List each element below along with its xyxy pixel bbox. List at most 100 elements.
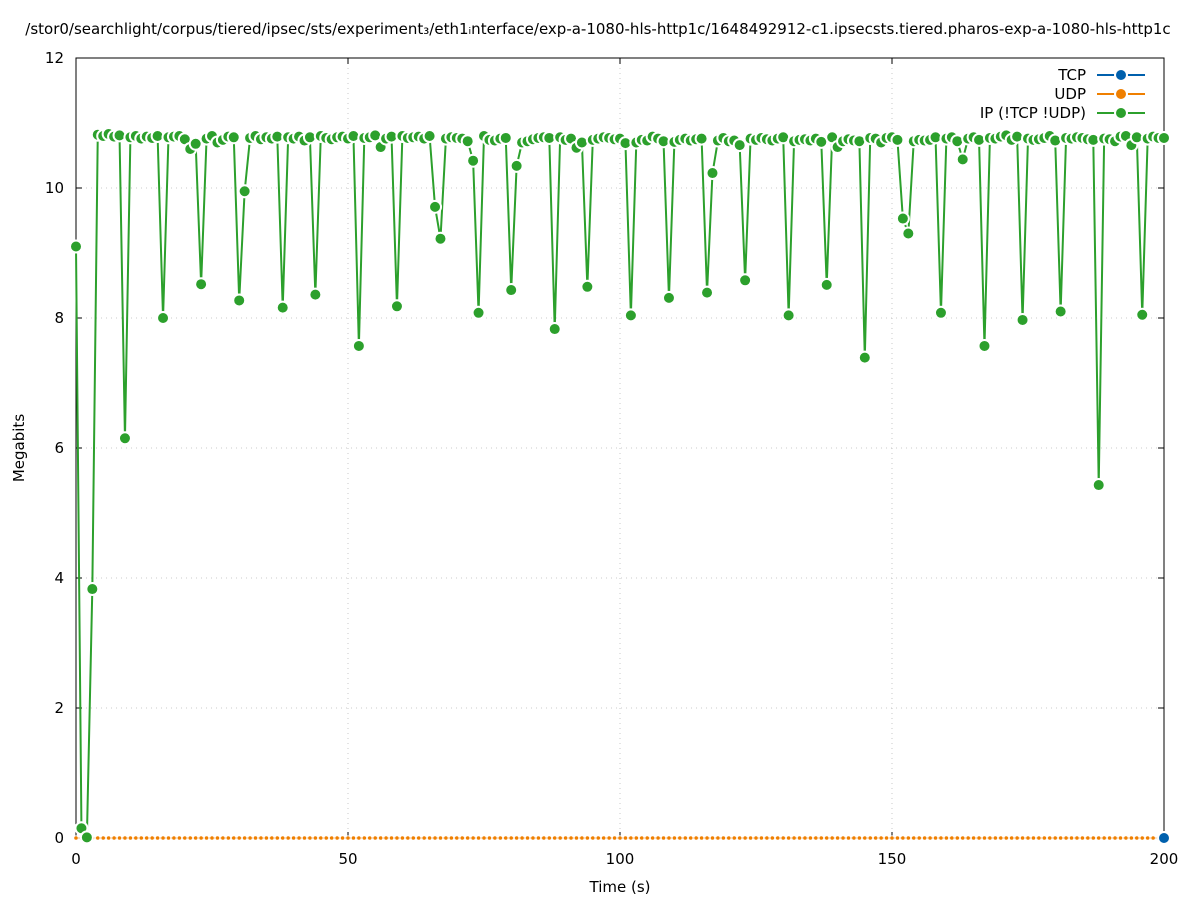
- chart-title: /stor0/searchlight/corpus/tiered/ipsec/s…: [25, 20, 1170, 38]
- data-point: [503, 835, 509, 841]
- y-tick-label: 6: [54, 439, 64, 457]
- data-point: [742, 835, 748, 841]
- data-point: [709, 835, 716, 841]
- legend-item: TCP: [1057, 66, 1145, 84]
- data-point: [111, 835, 117, 841]
- data-point: [943, 835, 950, 841]
- data-point: [247, 835, 253, 841]
- data-point: [731, 835, 737, 841]
- data-point: [704, 835, 710, 841]
- data-point: [900, 835, 906, 841]
- data-point: [475, 835, 482, 841]
- data-point: [671, 835, 678, 841]
- data-point: [818, 835, 824, 841]
- data-point: [965, 835, 971, 841]
- data-point: [345, 835, 351, 841]
- data-point: [100, 835, 106, 841]
- data-point: [894, 835, 901, 841]
- data-point: [263, 835, 269, 841]
- data-point: [1025, 835, 1031, 841]
- data-point: [1135, 307, 1150, 322]
- data-point: [1047, 835, 1053, 841]
- data-point: [79, 830, 94, 845]
- data-point: [1074, 835, 1080, 841]
- data-point: [226, 130, 241, 145]
- data-point: [471, 305, 486, 320]
- data-point: [601, 835, 607, 841]
- data-point: [448, 835, 454, 841]
- data-point: [694, 131, 709, 146]
- data-point: [1009, 835, 1015, 841]
- data-point: [780, 835, 786, 841]
- data-point: [116, 835, 123, 841]
- data-point: [232, 293, 247, 308]
- data-point: [579, 835, 585, 841]
- data-point: [856, 835, 862, 841]
- data-point: [470, 835, 476, 841]
- data-point: [351, 338, 366, 353]
- data-point: [541, 835, 547, 841]
- data-point: [361, 835, 367, 841]
- legend-marker: [1114, 68, 1128, 82]
- data-point: [323, 835, 329, 841]
- data-point: [970, 835, 977, 841]
- data-point: [388, 835, 395, 841]
- data-point: [895, 211, 910, 226]
- data-point: [580, 279, 595, 294]
- data-point: [399, 835, 405, 841]
- data-point: [198, 835, 204, 841]
- data-point: [144, 835, 150, 841]
- data-point: [1036, 835, 1042, 841]
- grid-lines: [75, 57, 1165, 839]
- data-point: [960, 835, 966, 841]
- series-layer: [69, 127, 1171, 845]
- legend-item: UDP: [1054, 85, 1145, 103]
- legend-label: UDP: [1054, 85, 1086, 103]
- x-tick-label: 50: [338, 850, 357, 868]
- data-point: [628, 835, 634, 841]
- x-tick-label: 100: [606, 850, 635, 868]
- data-point: [329, 835, 335, 841]
- data-point: [176, 835, 182, 841]
- x-axis-label: Time (s): [589, 878, 651, 896]
- data-point: [677, 835, 683, 841]
- data-point: [1134, 835, 1140, 841]
- data-point: [165, 835, 172, 841]
- data-point: [160, 835, 166, 841]
- data-point: [149, 835, 155, 841]
- data-point: [433, 231, 448, 246]
- data-point: [949, 835, 955, 841]
- data-point: [682, 835, 688, 841]
- data-point: [650, 835, 656, 841]
- data-point: [486, 835, 493, 841]
- series-tcp: [1157, 831, 1171, 845]
- data-point: [252, 835, 259, 841]
- data-point: [426, 835, 433, 841]
- data-point: [133, 835, 139, 841]
- data-point: [786, 835, 792, 841]
- data-point: [443, 835, 449, 841]
- data-point: [726, 835, 732, 841]
- data-point: [954, 835, 960, 841]
- data-point: [562, 835, 569, 841]
- data-point: [845, 835, 852, 841]
- data-point: [410, 835, 416, 841]
- data-point: [1101, 835, 1107, 841]
- data-point: [557, 835, 563, 841]
- data-point: [862, 835, 868, 841]
- data-point: [547, 322, 562, 337]
- data-point: [781, 308, 796, 323]
- data-point: [769, 835, 775, 841]
- data-point: [705, 166, 720, 181]
- data-point: [437, 835, 444, 841]
- data-point: [95, 835, 101, 841]
- data-point: [901, 226, 916, 241]
- data-point: [595, 835, 601, 841]
- data-point: [1015, 312, 1030, 327]
- data-point: [85, 582, 100, 597]
- data-point: [552, 835, 558, 841]
- data-point: [840, 835, 846, 841]
- data-point: [1112, 835, 1118, 841]
- data-point: [459, 835, 465, 841]
- data-point: [546, 835, 552, 841]
